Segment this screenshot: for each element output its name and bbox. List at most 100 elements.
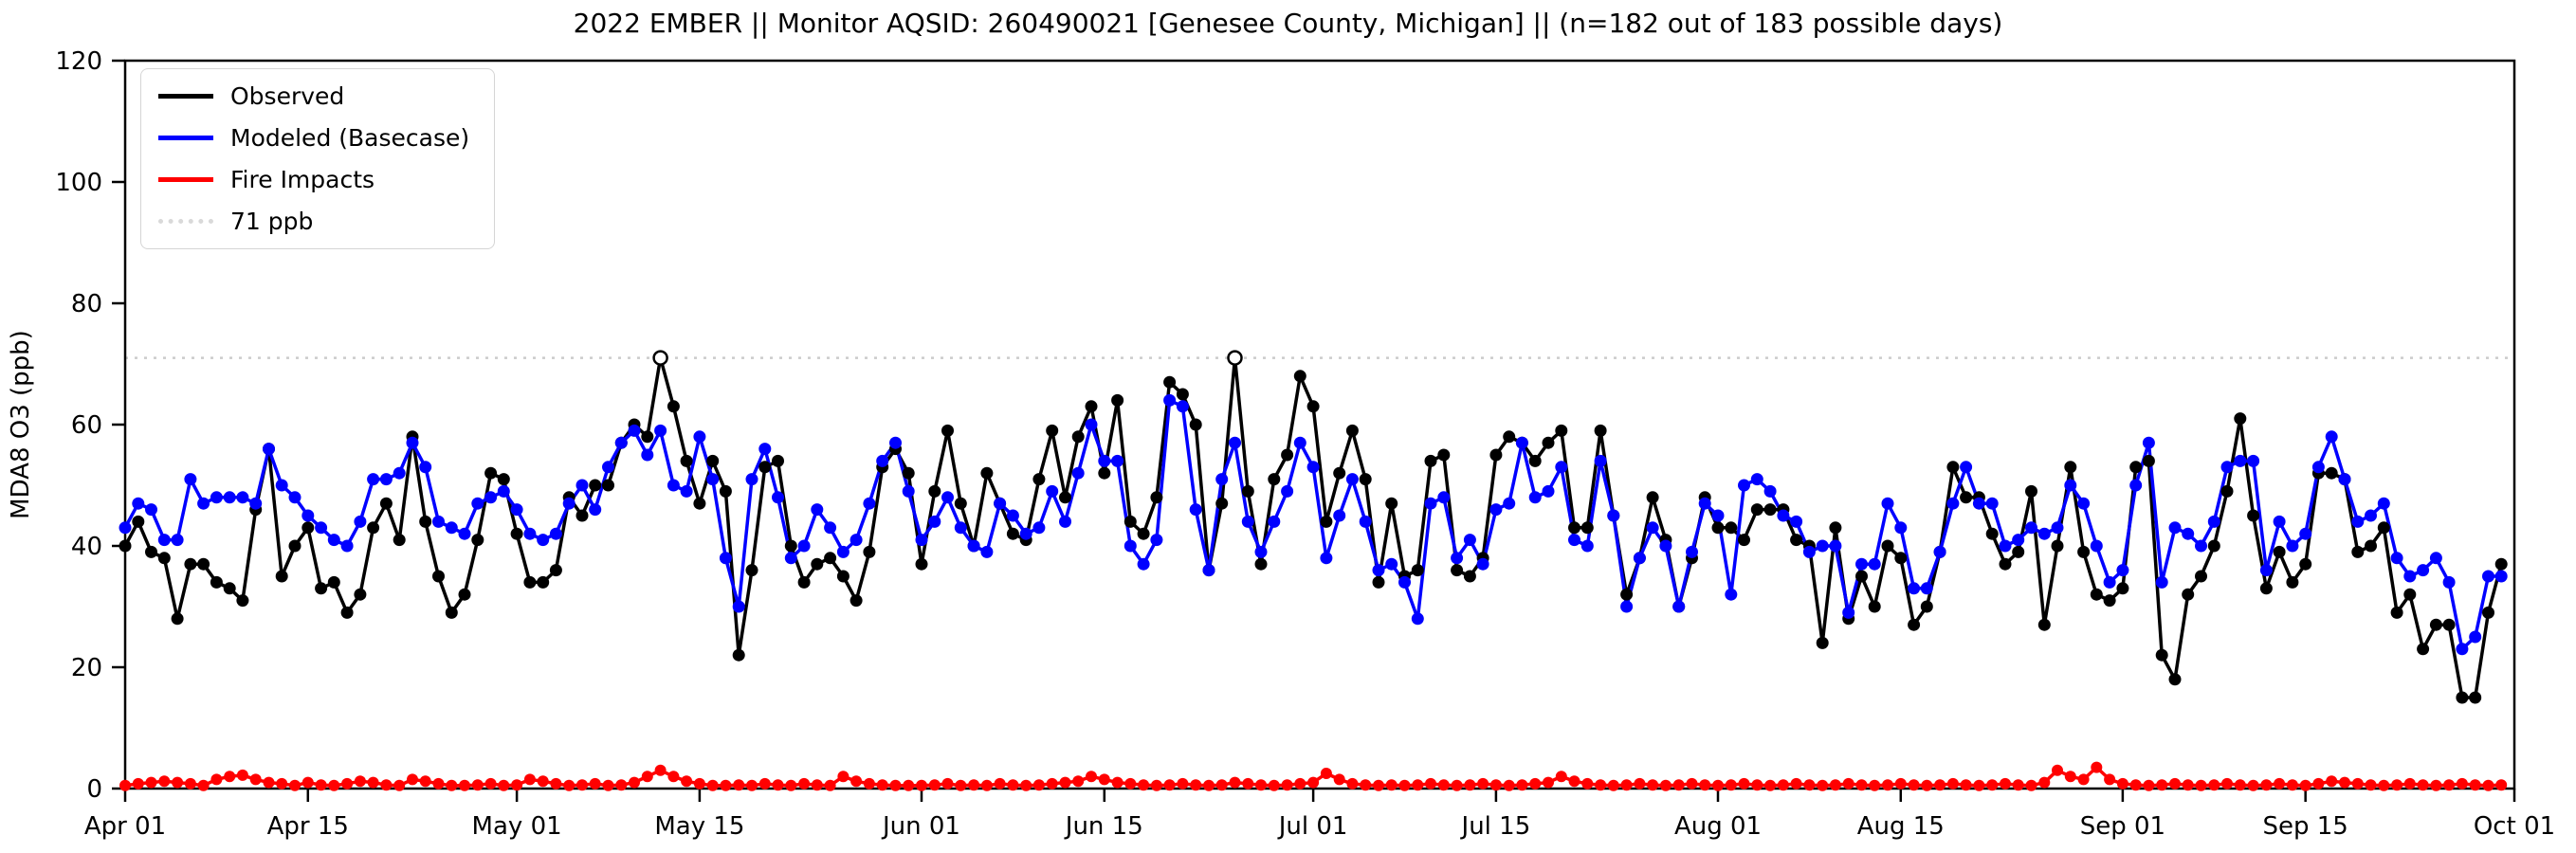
modeled-basecase--marker (2377, 497, 2390, 510)
fire-impacts-marker (224, 771, 236, 783)
modeled-basecase--marker (928, 515, 941, 528)
observed-marker (1920, 600, 1933, 613)
fire-impacts-marker (889, 779, 902, 791)
modeled-basecase--marker (2090, 539, 2103, 553)
observed-marker (2494, 557, 2508, 571)
observed-marker (510, 527, 523, 540)
fire-impacts-marker (1686, 777, 1698, 789)
fire-impacts-marker (2417, 779, 2429, 791)
modeled-basecase--marker (706, 473, 720, 486)
fire-impacts-marker (641, 771, 653, 783)
modeled-basecase--marker (1398, 575, 1411, 589)
fire-impacts-marker (1777, 779, 1789, 791)
modeled-basecase--marker (994, 497, 1007, 510)
fire-impacts-marker (1725, 779, 1737, 791)
observed-marker (2351, 545, 2365, 558)
modeled-basecase--marker (1424, 497, 1437, 510)
observed-marker (1908, 618, 1921, 631)
fire-impacts-marker (1242, 777, 1254, 789)
chart-title: 2022 EMBER || Monitor AQSID: 260490021 [… (573, 8, 2003, 39)
fire-impacts-marker (1255, 779, 1267, 791)
observed-line-swatch (158, 94, 213, 99)
modeled-basecase--marker (1241, 515, 1254, 528)
modeled-basecase--marker (1829, 539, 1842, 553)
modeled-basecase--marker (2482, 570, 2494, 583)
modeled-basecase--marker (1620, 600, 1634, 613)
fire-impacts-marker (158, 775, 171, 788)
observed-marker (2442, 618, 2456, 631)
modeled-basecase--marker (2103, 575, 2116, 589)
modeled-basecase--marker (1698, 497, 1711, 510)
fire-impacts-marker (471, 779, 484, 791)
observed-marker (171, 612, 184, 626)
fire-impacts-marker (132, 777, 144, 789)
modeled-basecase--marker (850, 534, 863, 547)
observed-marker (2051, 539, 2064, 553)
observed-marker (941, 424, 954, 437)
modeled-basecase--marker (1855, 557, 1868, 571)
modeled-basecase--marker (680, 484, 693, 498)
fire-impacts-marker (2025, 779, 2037, 791)
fire-impacts-marker (315, 779, 327, 791)
modeled-basecase--marker (2182, 527, 2195, 540)
fire-impacts-marker (916, 779, 927, 791)
modeled-basecase--marker (445, 521, 458, 535)
modeled-basecase--marker (1816, 539, 1829, 553)
fire-impacts-marker (1934, 779, 1946, 791)
fire-impacts-marker (903, 779, 915, 791)
modeled-basecase--marker (876, 454, 889, 467)
fire-impacts-marker (484, 777, 497, 789)
fire-impacts-marker (1555, 771, 1567, 783)
modeled-basecase--marker (2442, 575, 2456, 589)
fire-impacts-marker (380, 779, 393, 791)
fire-impacts-marker (1712, 779, 1724, 791)
observed-marker (1960, 491, 1973, 504)
modeled-basecase--marker (2207, 515, 2220, 528)
fire-impacts-marker (1751, 779, 1763, 791)
observed-marker (1333, 466, 1346, 480)
observed-marker (850, 594, 863, 608)
observed-marker (2417, 643, 2430, 656)
fire-impacts-marker (2208, 779, 2220, 791)
fire-impacts-marker (1946, 777, 1959, 789)
fire-impacts-marker (2000, 777, 2011, 789)
observed-marker (745, 564, 758, 577)
observed-marker (1085, 400, 1098, 413)
y-tick-label: 60 (71, 411, 102, 440)
observed-marker (157, 552, 171, 565)
fire-impacts-marker (1072, 775, 1085, 788)
exceedance-open-marker (652, 350, 668, 366)
modeled-basecase--marker (2456, 643, 2469, 656)
fire-impacts-marker (1190, 779, 1202, 791)
fire-impacts-marker (446, 779, 458, 791)
modeled-basecase--marker (1946, 497, 1960, 510)
modeled-basecase--marker (902, 484, 915, 498)
y-tick-label: 0 (86, 775, 102, 804)
modeled-basecase--marker (249, 497, 263, 510)
observed-marker (1111, 393, 1124, 407)
observed-marker (1137, 527, 1150, 540)
modeled-basecase--marker (836, 545, 850, 558)
modeled-basecase--marker (967, 539, 980, 553)
observed-marker (1098, 466, 1111, 480)
fire-impacts-marker (145, 776, 157, 789)
observed-marker (549, 564, 562, 577)
observed-marker (1946, 461, 1960, 474)
fire-impacts-marker (2221, 777, 2233, 789)
fire-impacts-marker (2064, 771, 2076, 783)
observed-marker (197, 557, 210, 571)
fire-impacts-marker (1451, 779, 1463, 791)
modeled-basecase--marker (1568, 534, 1580, 547)
fire-impacts-marker (1177, 777, 1189, 789)
modeled-basecase--marker (2365, 509, 2377, 522)
observed-marker (2116, 582, 2129, 595)
modeled-basecase--marker (1777, 509, 1790, 522)
observed-marker (1763, 503, 1777, 517)
modeled-basecase--marker (1802, 545, 1816, 558)
observed-marker (797, 575, 811, 589)
modeled-basecase--marker (1359, 515, 1372, 528)
fire-impacts-marker (1046, 777, 1058, 789)
modeled-basecase--marker (1476, 557, 1489, 571)
modeled-basecase--marker (327, 534, 340, 547)
observed-marker (2155, 648, 2168, 662)
